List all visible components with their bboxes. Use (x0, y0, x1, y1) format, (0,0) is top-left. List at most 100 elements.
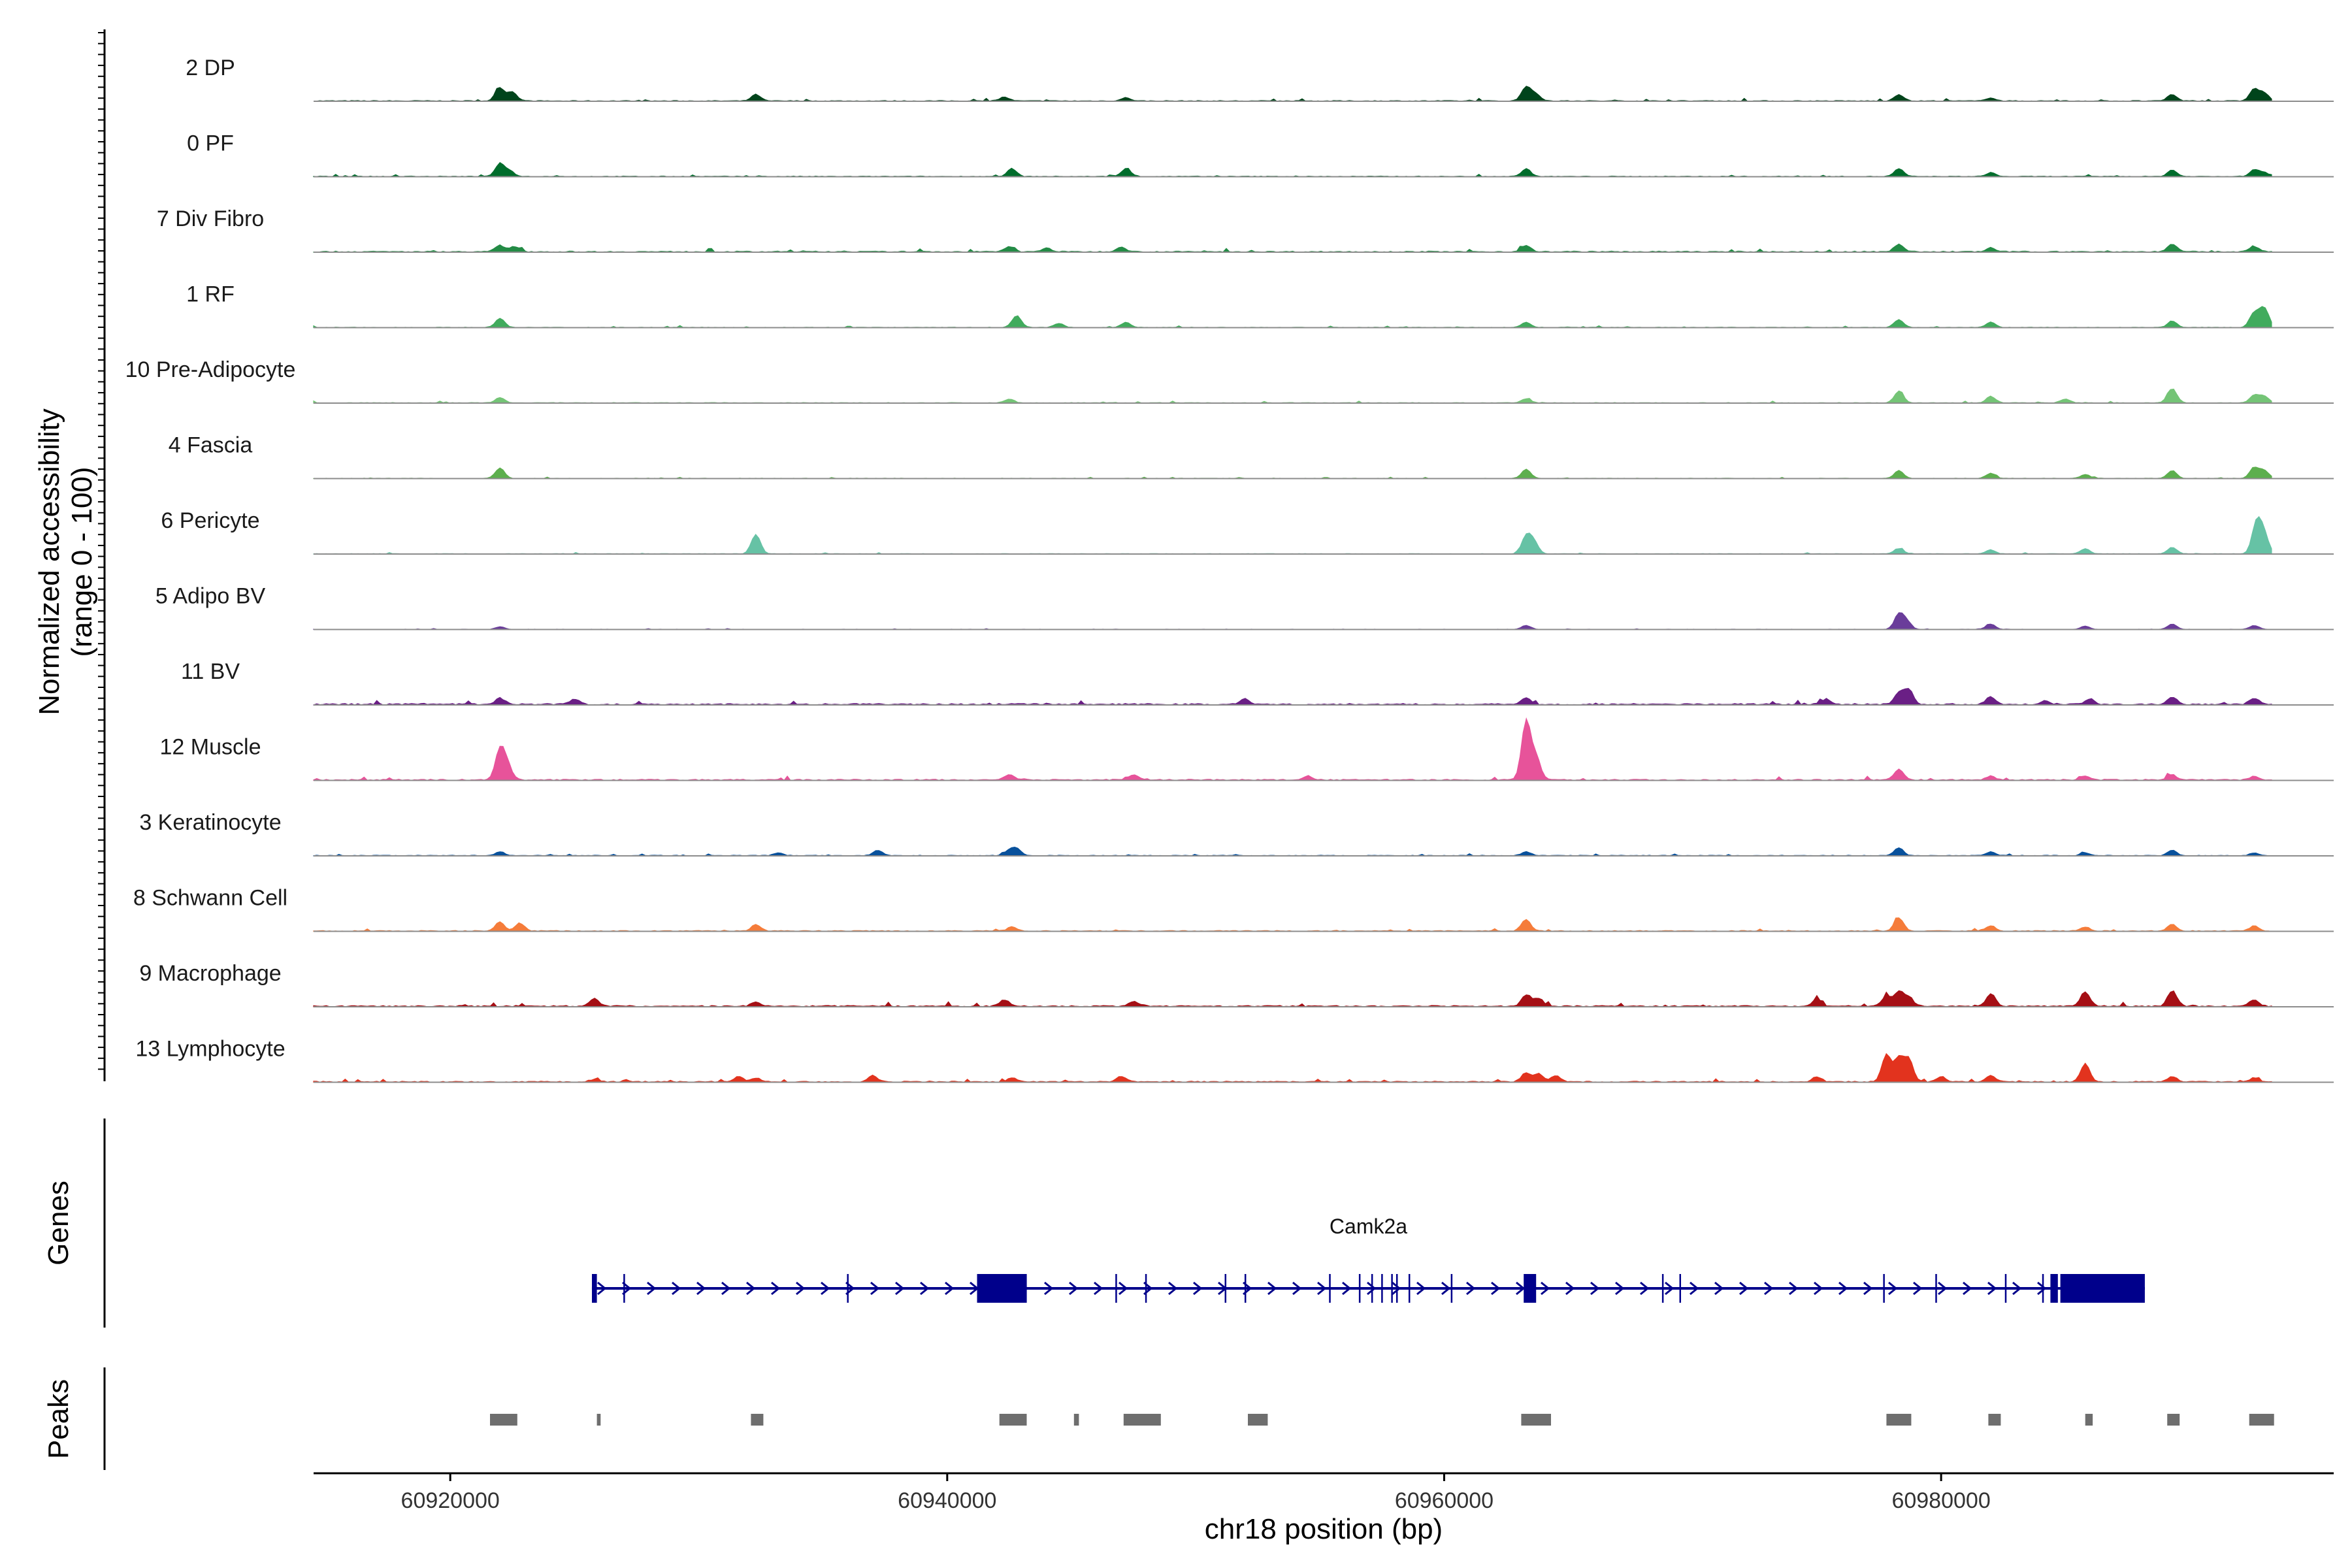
strand-arrow (647, 1281, 657, 1296)
peak-region (751, 1414, 764, 1426)
peak-region (1988, 1414, 2001, 1426)
gene-name-label: Camk2a (1330, 1215, 1407, 1238)
x-tick-label: 60940000 (898, 1488, 996, 1513)
strand-arrow (1541, 1281, 1550, 1296)
strand-arrow (597, 1281, 607, 1296)
strand-arrow (1069, 1281, 1079, 1296)
track-label: 10 Pre-Adipocyte (125, 357, 296, 382)
x-tick-label: 60960000 (1395, 1488, 1494, 1513)
track-12: 8 Schwann Cell (133, 886, 2334, 932)
strand-arrow (1938, 1281, 1948, 1296)
strand-arrow (1342, 1281, 1352, 1296)
strand-arrow (1888, 1281, 1898, 1296)
peak-region (1123, 1414, 1161, 1426)
strand-arrow (1590, 1281, 1600, 1296)
strand-arrow (1168, 1281, 1178, 1296)
peak-region (2167, 1414, 2180, 1426)
strand-arrow (1267, 1281, 1277, 1296)
strand-arrow (1119, 1281, 1128, 1296)
strand-arrow (1814, 1281, 1823, 1296)
peaks-track (490, 1414, 2274, 1426)
peak-region (596, 1414, 601, 1426)
exon-block (977, 1274, 1027, 1303)
strand-arrow (1789, 1281, 1799, 1296)
strand-arrow (1764, 1281, 1774, 1296)
peak-region (1886, 1414, 1912, 1426)
track-7: 6 Pericyte (161, 508, 2334, 555)
gene-Camk2a: Camk2a (591, 1215, 2145, 1303)
track-6: 4 Fascia (169, 433, 2334, 480)
track-label: 8 Schwann Cell (133, 886, 287, 911)
x-tick-label: 60920000 (401, 1488, 500, 1513)
genes-panel-label: Genes (42, 1181, 74, 1266)
strand-arrow (1987, 1281, 1997, 1296)
exon-block (1524, 1274, 1537, 1303)
strand-arrow (945, 1281, 955, 1296)
strand-arrow (672, 1281, 681, 1296)
strand-arrow (1392, 1281, 1401, 1296)
peak-region (1073, 1414, 1079, 1426)
strand-arrow (1714, 1281, 1724, 1296)
strand-arrow (1516, 1281, 1526, 1296)
x-axis-ticks: 60920000 60940000 60960000 60980000 (401, 1473, 1991, 1513)
strand-arrow (2037, 1281, 2047, 1296)
strand-arrow (696, 1281, 706, 1296)
track-label: 11 BV (181, 659, 240, 684)
strand-arrow (1963, 1281, 1972, 1296)
coverage-area (313, 1053, 2272, 1083)
coverage-tracks: 2 DP 0 PF 7 Div Fibro 1 RF 10 Pre-Adipocyte 4… (125, 56, 2334, 1083)
track-9: 11 BV (181, 659, 2334, 706)
track-8: 5 Adipo BV (155, 584, 2334, 630)
track-label: 6 Pericyte (161, 508, 259, 533)
strand-arrow (821, 1281, 830, 1296)
exon-block (2060, 1274, 2145, 1303)
strand-arrow (2012, 1281, 2022, 1296)
strand-arrow (771, 1281, 781, 1296)
track-14: 13 Lymphocyte (135, 1037, 2334, 1083)
track-4: 1 RF (186, 282, 2334, 329)
strand-arrow (1690, 1281, 1699, 1296)
track-label: 2 DP (186, 56, 235, 80)
track-label: 4 Fascia (169, 433, 253, 458)
y-axis-title: Normalized accessibility (range 0 - 100) (33, 408, 98, 715)
strand-arrow (895, 1281, 905, 1296)
strand-arrow (1193, 1281, 1203, 1296)
strand-arrow (721, 1281, 731, 1296)
strand-arrow (1317, 1281, 1327, 1296)
exon-block (592, 1274, 597, 1303)
strand-arrow (796, 1281, 806, 1296)
strand-arrow (1441, 1281, 1451, 1296)
track-label: 12 Muscle (160, 735, 261, 760)
track-10: 12 Muscle (160, 717, 2334, 781)
strand-arrow (1094, 1281, 1103, 1296)
peak-region (2085, 1414, 2093, 1426)
strand-arrow (1863, 1281, 1873, 1296)
strand-arrow (746, 1281, 756, 1296)
track-11: 3 Keratinocyte (139, 810, 2334, 857)
track-label: 9 Macrophage (139, 961, 281, 986)
peak-region (1248, 1414, 1268, 1426)
track-label: 0 PF (187, 131, 234, 156)
track-1: 2 DP (186, 56, 2334, 102)
track-label: 1 RF (186, 282, 235, 307)
peaks-panel-label: Peaks (42, 1379, 74, 1459)
strand-arrow (1665, 1281, 1674, 1296)
strand-arrow (1466, 1281, 1476, 1296)
strand-arrow (1838, 1281, 1848, 1296)
track-13: 9 Macrophage (139, 961, 2334, 1007)
x-tick-label: 60980000 (1891, 1488, 1990, 1513)
track-2: 0 PF (187, 131, 2334, 178)
coverage-y-axis-ticks (98, 32, 105, 1070)
track-label: 7 Div Fibro (157, 206, 264, 231)
track-5: 10 Pre-Adipocyte (125, 357, 2334, 404)
track-3: 7 Div Fibro (157, 206, 2334, 253)
strand-arrow (1615, 1281, 1625, 1296)
strand-arrow (1913, 1281, 1923, 1296)
y-axis-title-line1: Normalized accessibility (33, 408, 65, 715)
strand-arrow (920, 1281, 930, 1296)
gene-annotation-track: Camk2a (591, 1215, 2145, 1303)
strand-arrow (1292, 1281, 1302, 1296)
track-label: 13 Lymphocyte (135, 1037, 285, 1062)
strand-arrow (1044, 1281, 1054, 1296)
